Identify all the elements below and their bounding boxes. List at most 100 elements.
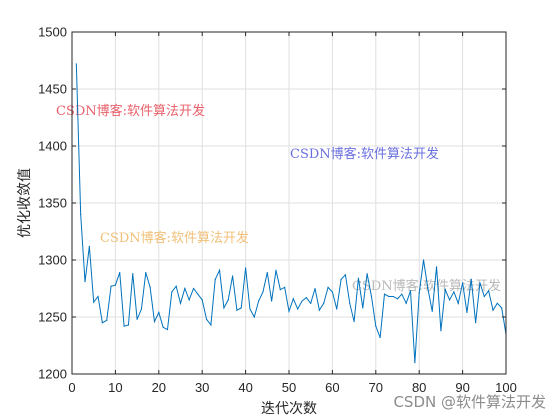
data-point	[414, 362, 416, 364]
corner-watermark: CSDN @软件算法开发	[393, 393, 546, 411]
data-point	[97, 295, 99, 298]
data-point	[101, 322, 103, 324]
data-point	[488, 290, 490, 292]
data-point	[344, 274, 347, 276]
data-point	[275, 269, 277, 271]
data-point	[84, 281, 86, 283]
data-point	[405, 302, 407, 304]
y-tick-label: 1450	[38, 82, 67, 97]
data-point	[123, 325, 125, 327]
data-point	[153, 320, 156, 323]
data-point	[392, 295, 394, 298]
data-point	[453, 291, 455, 293]
data-point	[253, 316, 255, 318]
data-point	[401, 293, 403, 295]
x-tick-label: 50	[282, 380, 296, 395]
data-point	[258, 300, 260, 302]
data-point	[349, 302, 351, 304]
data-point	[383, 293, 386, 295]
data-point	[171, 291, 173, 293]
series-line	[75, 63, 507, 363]
data-point	[93, 301, 95, 303]
data-point	[75, 63, 77, 65]
data-point	[448, 299, 451, 301]
data-point	[366, 273, 368, 275]
x-tick-label: 30	[195, 380, 209, 395]
data-point	[297, 308, 299, 310]
data-point	[440, 330, 442, 332]
data-point	[466, 311, 468, 314]
data-point	[227, 299, 229, 301]
data-point	[501, 307, 503, 309]
data-point	[370, 295, 373, 298]
data-point	[240, 307, 242, 309]
data-point	[140, 308, 143, 310]
data-point	[422, 259, 425, 261]
data-point	[470, 278, 472, 280]
data-point	[184, 287, 186, 290]
x-tick-label: 90	[455, 380, 469, 395]
y-axis-label: 优化收敛值	[17, 168, 33, 238]
data-point	[292, 298, 294, 300]
data-point	[479, 282, 481, 284]
data-point	[396, 298, 399, 300]
watermark-text: CSDN博客:软件算法开发	[100, 230, 249, 246]
data-point	[271, 300, 273, 302]
data-point	[318, 309, 320, 311]
data-point	[236, 309, 238, 311]
x-tick-label: 70	[369, 380, 383, 395]
x-tick-label: 10	[108, 380, 122, 395]
x-tick-label: 60	[325, 380, 339, 395]
data-point	[492, 309, 494, 311]
data-point	[483, 295, 485, 298]
x-axis-label: 迭代次数	[261, 401, 317, 417]
y-tick-label: 1300	[38, 253, 67, 268]
x-tick-label: 100	[495, 380, 517, 395]
data-point	[88, 245, 90, 247]
data-point	[262, 291, 264, 293]
data-point	[435, 266, 438, 268]
data-point	[310, 302, 312, 304]
data-point	[218, 269, 221, 271]
data-point	[106, 319, 108, 322]
data-point	[205, 318, 208, 320]
data-point	[427, 287, 429, 290]
data-point	[136, 318, 138, 320]
data-point	[249, 308, 251, 310]
data-point	[301, 300, 303, 302]
data-point	[475, 322, 477, 324]
data-point	[132, 273, 134, 275]
data-point	[409, 290, 412, 292]
data-point	[340, 278, 342, 280]
y-tick-label: 1350	[38, 196, 67, 211]
data-points	[75, 63, 507, 364]
data-point	[496, 302, 498, 304]
data-point	[379, 336, 381, 339]
data-point	[149, 286, 151, 288]
y-tick-label: 1200	[38, 367, 67, 382]
x-tick-label: 20	[152, 380, 166, 395]
data-point	[210, 324, 212, 326]
data-point	[279, 289, 281, 291]
watermark-text: CSDN博客:软件算法开发	[290, 146, 439, 162]
x-tick-label: 0	[68, 380, 75, 395]
y-tick-label: 1500	[38, 25, 67, 40]
data-point	[336, 308, 338, 310]
y-tick-label: 1250	[38, 310, 67, 325]
data-point	[114, 284, 116, 286]
data-point	[284, 286, 286, 288]
x-tick-label: 40	[238, 380, 252, 395]
data-point	[266, 271, 268, 274]
data-point	[158, 311, 160, 314]
data-point	[197, 293, 199, 295]
data-point	[231, 275, 234, 277]
data-point	[145, 271, 147, 274]
data-point	[127, 324, 130, 326]
data-point	[119, 271, 121, 274]
data-point	[175, 285, 177, 287]
data-point	[388, 295, 390, 298]
data-point	[375, 325, 377, 327]
data-point	[331, 291, 333, 293]
y-tick-label: 1400	[38, 139, 67, 154]
data-point	[462, 282, 464, 284]
